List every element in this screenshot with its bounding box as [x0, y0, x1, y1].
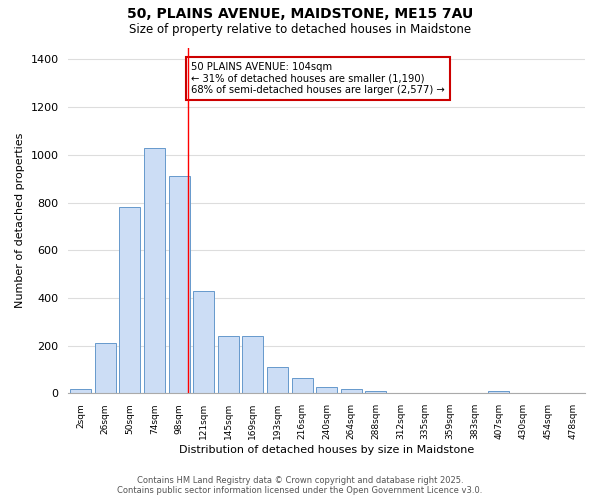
Bar: [242, 336, 263, 394]
Text: 50 PLAINS AVENUE: 104sqm
← 31% of detached houses are smaller (1,190)
68% of sem: 50 PLAINS AVENUE: 104sqm ← 31% of detach…: [191, 62, 445, 95]
Bar: [341, 388, 362, 394]
Bar: [218, 336, 239, 394]
Bar: [316, 388, 337, 394]
Bar: [95, 344, 116, 394]
X-axis label: Distribution of detached houses by size in Maidstone: Distribution of detached houses by size …: [179, 445, 475, 455]
Bar: [365, 391, 386, 394]
Text: 50, PLAINS AVENUE, MAIDSTONE, ME15 7AU: 50, PLAINS AVENUE, MAIDSTONE, ME15 7AU: [127, 8, 473, 22]
Bar: [169, 176, 190, 394]
Bar: [292, 378, 313, 394]
Bar: [70, 388, 91, 394]
Bar: [144, 148, 165, 394]
Bar: [193, 291, 214, 394]
Bar: [119, 208, 140, 394]
Bar: [267, 367, 288, 394]
Text: Contains HM Land Registry data © Crown copyright and database right 2025.
Contai: Contains HM Land Registry data © Crown c…: [118, 476, 482, 495]
Text: Size of property relative to detached houses in Maidstone: Size of property relative to detached ho…: [129, 22, 471, 36]
Bar: [488, 391, 509, 394]
Y-axis label: Number of detached properties: Number of detached properties: [15, 132, 25, 308]
